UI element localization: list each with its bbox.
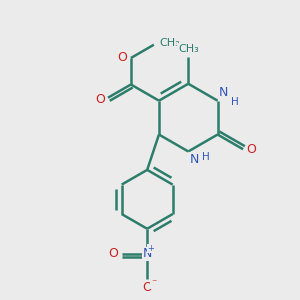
Text: CH₃: CH₃ [160, 38, 180, 48]
Text: N: N [142, 247, 152, 260]
Text: O: O [95, 93, 105, 106]
Text: O: O [246, 143, 256, 156]
Text: ⁻: ⁻ [151, 278, 156, 289]
Text: +: + [148, 244, 154, 253]
Text: O: O [117, 52, 127, 64]
Text: H: H [231, 97, 238, 107]
Text: O: O [108, 247, 118, 260]
Text: N: N [190, 153, 199, 166]
Text: O: O [142, 280, 152, 294]
Text: CH₃: CH₃ [178, 44, 199, 54]
Text: H: H [202, 152, 209, 162]
Text: N: N [219, 86, 228, 99]
